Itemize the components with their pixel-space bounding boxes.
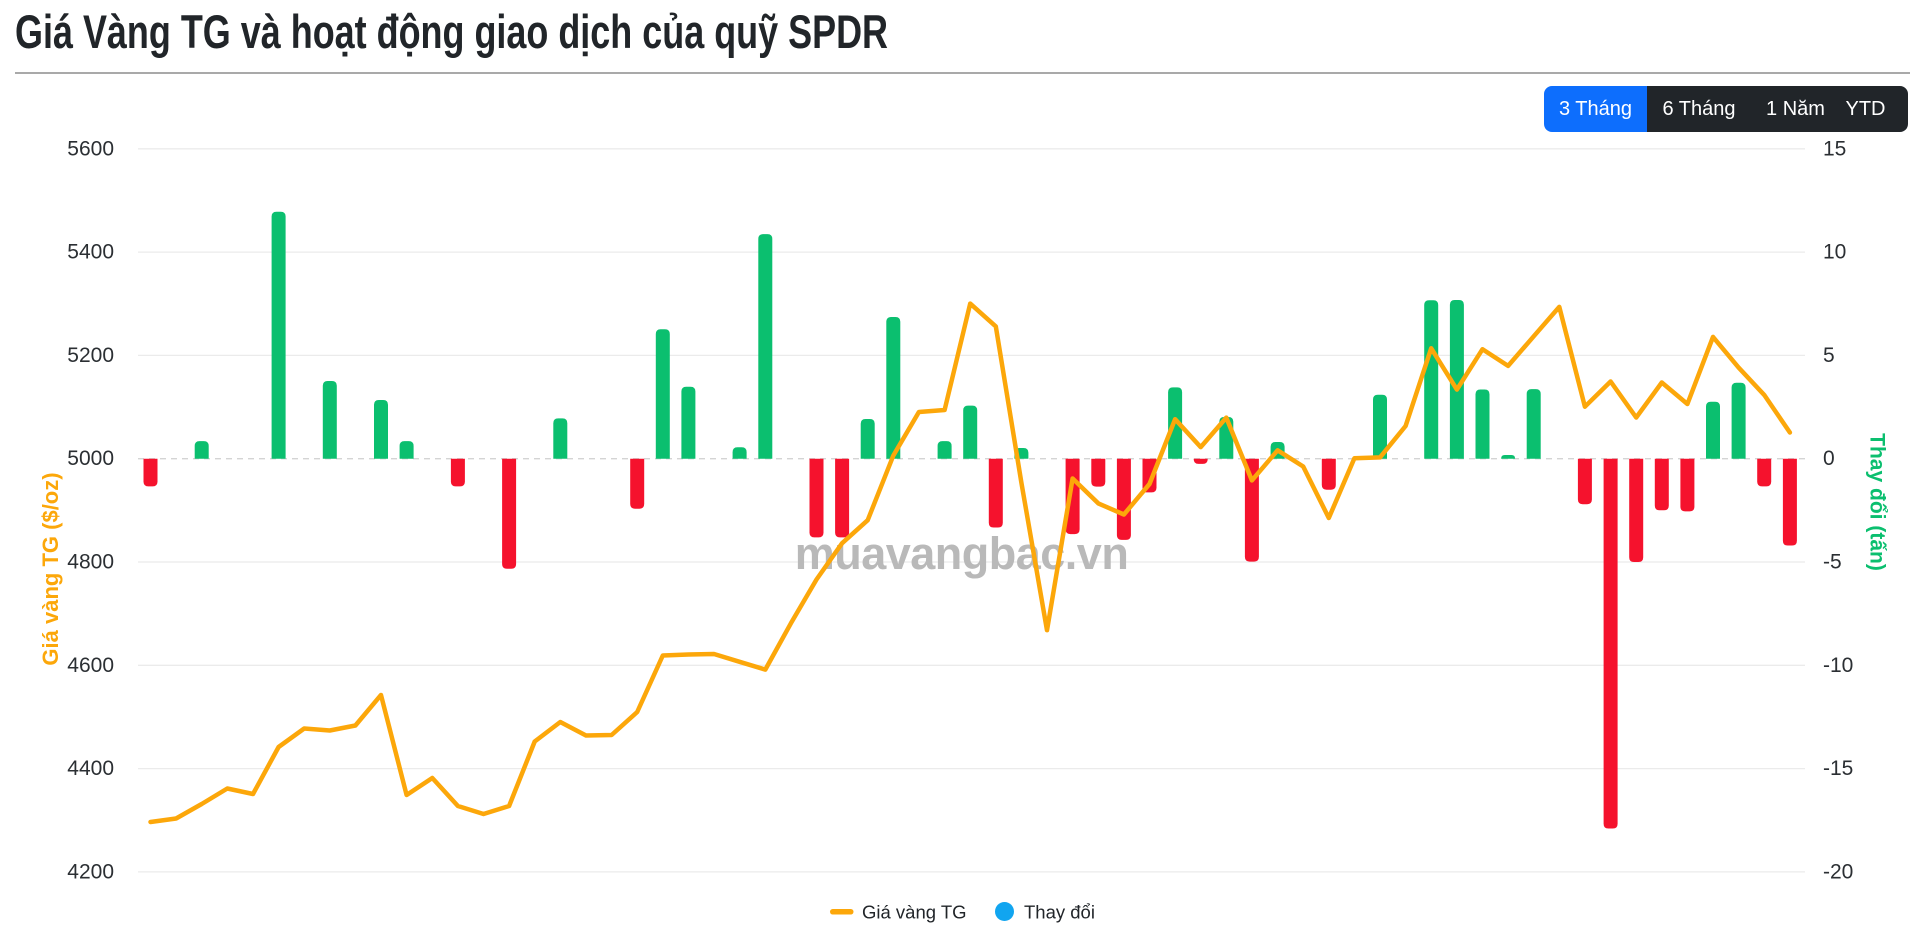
svg-text:-15: -15 — [1823, 757, 1853, 780]
svg-text:-10: -10 — [1823, 654, 1853, 677]
svg-text:-20: -20 — [1823, 860, 1853, 883]
svg-text:10: 10 — [1823, 241, 1846, 264]
svg-text:5000: 5000 — [67, 447, 114, 470]
svg-text:Thay đổi (tấn): Thay đổi (tấn) — [1866, 433, 1889, 571]
svg-text:15: 15 — [1823, 137, 1846, 160]
svg-text:-5: -5 — [1823, 551, 1842, 574]
svg-text:5400: 5400 — [67, 241, 114, 264]
svg-text:4200: 4200 — [67, 860, 114, 883]
svg-text:Giá Vàng TG và hoạt động giao: Giá Vàng TG và hoạt động giao dịch của q… — [15, 5, 888, 58]
svg-text:5: 5 — [1823, 344, 1835, 367]
svg-text:Thay đổi: Thay đổi — [1024, 902, 1095, 923]
svg-text:0: 0 — [1823, 447, 1835, 470]
svg-text:5200: 5200 — [67, 344, 114, 367]
svg-text:Giá vàng TG ($/oz): Giá vàng TG ($/oz) — [38, 472, 63, 665]
svg-text:4600: 4600 — [67, 654, 114, 677]
svg-text:4800: 4800 — [67, 551, 114, 574]
svg-text:5600: 5600 — [67, 137, 114, 160]
svg-text:Giá vàng TG: Giá vàng TG — [862, 902, 967, 923]
svg-text:4400: 4400 — [67, 757, 114, 780]
